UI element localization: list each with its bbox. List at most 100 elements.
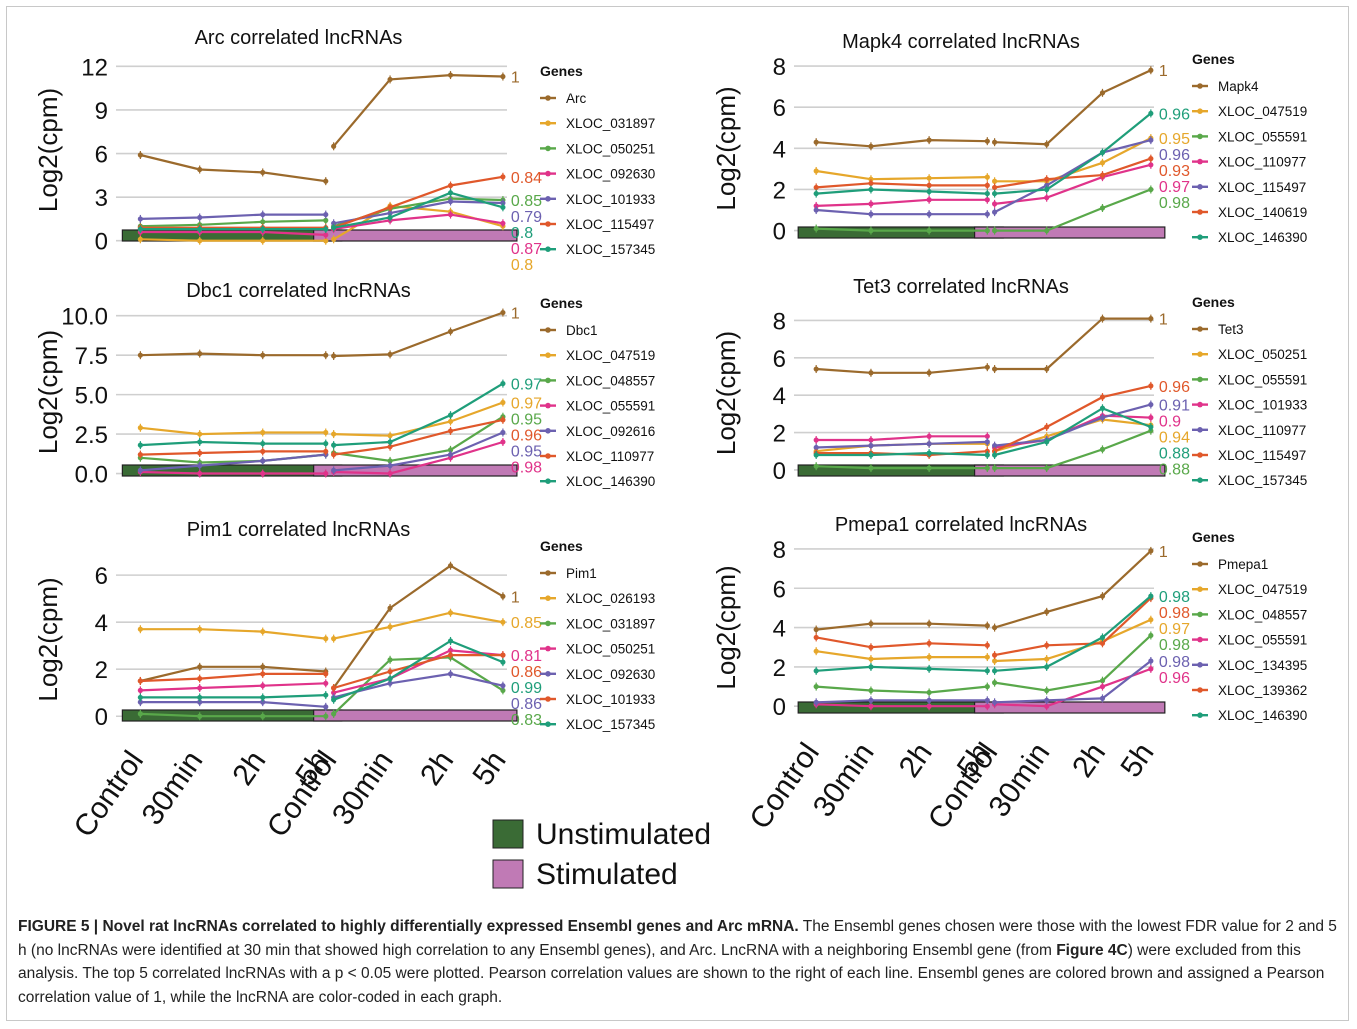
legend-swatch-dot bbox=[1197, 687, 1203, 693]
y-tick-label: 4 bbox=[773, 383, 786, 410]
chart-title: Mapk4 correlated lncRNAs bbox=[842, 31, 1080, 53]
series-line-stimulated bbox=[994, 403, 1152, 447]
series-line-unstimulated bbox=[140, 712, 326, 718]
legend-swatch-dot bbox=[1197, 234, 1203, 240]
correlation-label: 0.86 bbox=[511, 696, 542, 713]
series-line-stimulated bbox=[333, 639, 504, 701]
series-line-unstimulated bbox=[140, 694, 326, 699]
legend-swatch-dot bbox=[1197, 586, 1203, 592]
x-tick-label: 2h bbox=[893, 737, 939, 783]
series-line-stimulated bbox=[994, 597, 1152, 657]
legend-entry: XLOC_050251 bbox=[1218, 347, 1307, 362]
condition-swatch bbox=[492, 859, 524, 889]
x-tick-label: Control bbox=[68, 745, 151, 843]
x-tick-label: 5h bbox=[1114, 737, 1160, 783]
series-line-stimulated bbox=[994, 137, 1152, 183]
legend-title: Genes bbox=[1192, 51, 1235, 67]
condition-swatch bbox=[492, 819, 524, 849]
legend-entry: Tet3 bbox=[1218, 322, 1244, 337]
y-tick-label: 6 bbox=[773, 95, 786, 122]
series-line-stimulated bbox=[333, 382, 504, 447]
correlation-label: 1 bbox=[511, 589, 520, 606]
y-axis-label: Log2(cpm) bbox=[711, 86, 741, 210]
x-tick-label: 2h bbox=[226, 745, 272, 791]
legend-title: Genes bbox=[540, 63, 583, 79]
legend-entry: XLOC_139362 bbox=[1218, 683, 1307, 698]
legend-entry: XLOC_115497 bbox=[566, 217, 654, 232]
legend-swatch-dot bbox=[1197, 477, 1203, 484]
legend-entry: XLOC_055591 bbox=[1218, 372, 1307, 387]
legend-entry: XLOC_146390 bbox=[566, 474, 655, 489]
legend-swatch-dot bbox=[545, 428, 551, 434]
legend-entry: XLOC_047519 bbox=[566, 348, 655, 363]
y-tick-label: 8 bbox=[773, 537, 786, 564]
legend-entry: XLOC_157345 bbox=[566, 717, 655, 732]
series bbox=[813, 657, 1154, 707]
chart-panel: Arc correlated lncRNAs Log2(cpm) 0 3 6 9 12 1 0.… bbox=[33, 27, 655, 274]
series-line-stimulated bbox=[994, 595, 1152, 672]
series-line-unstimulated bbox=[140, 665, 326, 683]
series-line-unstimulated bbox=[816, 169, 988, 181]
series bbox=[137, 636, 506, 704]
legend-swatch-dot bbox=[1197, 326, 1203, 332]
series-line-stimulated bbox=[994, 139, 1152, 214]
legend-entry: XLOC_050251 bbox=[566, 642, 655, 657]
series bbox=[813, 134, 1154, 186]
chart-panel: Tet3 correlated lncRNAs Log2(cpm) 0 2 4 6 8 1 0.… bbox=[711, 276, 1307, 488]
series-line-unstimulated bbox=[140, 470, 326, 475]
legend-entry: XLOC_140619 bbox=[1218, 205, 1307, 220]
series-line-stimulated bbox=[333, 175, 504, 229]
legend-swatch-dot bbox=[1197, 427, 1203, 433]
legend-swatch-dot bbox=[1197, 108, 1203, 114]
caption-label: FIGURE 5 | bbox=[18, 918, 99, 935]
legend-swatch-dot bbox=[1197, 133, 1203, 140]
y-tick-label: 0 bbox=[95, 229, 108, 256]
legend: Genes Mapk4 XLOC_047519 XLOC_055591 XLOC_110… bbox=[1192, 51, 1307, 245]
y-tick-label: 6 bbox=[95, 142, 108, 169]
correlation-label: 0.95 bbox=[511, 412, 542, 429]
correlation-label: 0.8 bbox=[511, 257, 533, 274]
correlation-label: 0.94 bbox=[1159, 430, 1190, 447]
correlation-label: 0.96 bbox=[1159, 670, 1190, 687]
correlation-label: 0.93 bbox=[1159, 163, 1190, 180]
legend: Genes Pim1 XLOC_026193 XLOC_031897 XLOC_0502… bbox=[540, 538, 655, 732]
legend-swatch-dot bbox=[1197, 561, 1203, 567]
legend-swatch-dot bbox=[1197, 209, 1203, 215]
series-line-unstimulated bbox=[140, 453, 326, 472]
series-line-stimulated bbox=[333, 611, 504, 640]
legend-swatch-dot bbox=[1197, 401, 1203, 408]
series-line-unstimulated bbox=[140, 352, 326, 357]
legend-title: Genes bbox=[540, 538, 583, 554]
series-line-stimulated bbox=[333, 191, 504, 229]
correlation-label: 0.96 bbox=[1159, 379, 1190, 396]
legend-entry: XLOC_110977 bbox=[1218, 155, 1306, 170]
legend-entry: XLOC_157345 bbox=[566, 242, 655, 257]
series bbox=[137, 308, 506, 360]
legend-swatch-dot bbox=[545, 246, 551, 252]
legend-swatch-dot bbox=[1197, 376, 1203, 383]
correlation-label: 0.98 bbox=[1159, 605, 1190, 622]
caption-text-2: ) were excluded from this analysis. The … bbox=[18, 941, 1325, 1006]
series bbox=[813, 404, 1154, 459]
series-line-stimulated bbox=[994, 384, 1152, 453]
correlation-label: 1 bbox=[511, 70, 520, 87]
series bbox=[813, 594, 1154, 660]
legend-entry: XLOC_048557 bbox=[1218, 607, 1307, 622]
y-tick-label: 2 bbox=[773, 421, 786, 448]
stimulated-bar bbox=[313, 709, 518, 722]
y-tick-label: 5.0 bbox=[75, 383, 108, 410]
series-line-unstimulated bbox=[140, 440, 326, 447]
legend-swatch-dot bbox=[545, 120, 551, 126]
figure-frame bbox=[6, 6, 1349, 1021]
series bbox=[137, 561, 506, 693]
legend-entry: XLOC_055591 bbox=[566, 399, 655, 414]
correlation-label: 0.86 bbox=[511, 664, 542, 681]
legend: Genes Pmepa1 XLOC_047519 XLOC_048557 XLOC_05… bbox=[1192, 529, 1307, 723]
series-line-stimulated bbox=[994, 317, 1151, 371]
series-line-unstimulated bbox=[140, 230, 326, 236]
series bbox=[137, 415, 506, 459]
y-tick-label: 0 bbox=[773, 219, 786, 246]
series bbox=[137, 379, 506, 450]
x-tick-label: 30min bbox=[807, 737, 881, 823]
series-line-stimulated bbox=[333, 649, 503, 694]
